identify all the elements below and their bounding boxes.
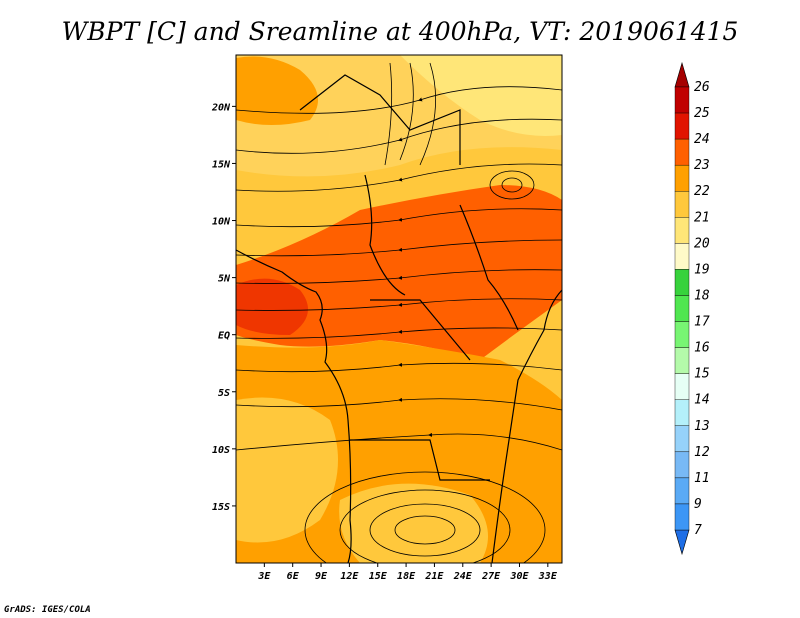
colorbar-label: 17 [694,315,710,330]
y-tick-label: EQ [218,331,230,342]
colorbar-label: 21 [694,210,710,225]
shade-northwest-warm [236,56,318,125]
chart-title: WBPT [C] and Sreamline at 400hPa, VT: 20… [62,17,739,46]
streamline [236,239,562,257]
colorbar-segment [674,503,690,531]
streamlines [236,62,562,563]
border [459,204,519,331]
colorbar-label: 16 [694,341,710,356]
shade-northeast-cool [400,55,562,136]
colorbar-segment [674,138,690,166]
x-tick-label: 18E [397,571,416,582]
streamline [236,362,562,373]
colorbar-label: 9 [694,497,702,512]
streamline [399,62,414,161]
colorbar-label: 14 [694,393,710,408]
shade-equatorial-band [236,185,562,360]
colorbar-label: 20 [694,236,710,251]
streamline [236,269,562,284]
colorbar-segment [674,191,690,218]
x-tick-label: 24E [453,571,473,582]
colorbar-segment [674,477,690,505]
colorbar-segment [674,295,690,322]
colorbar-segment [674,399,690,426]
colorbar-segment [674,451,690,479]
eddy-ring [501,177,523,193]
colorbar-label: 22 [694,184,710,199]
streamline [236,118,562,154]
colorbar-segment [674,243,690,270]
y-tick-label: 15S [212,502,230,513]
anticyclone-ring [339,489,511,563]
colorbar-bottom-arrow [674,529,690,556]
y-tick-label: 10S [212,445,230,456]
x-tick-label: 30E [509,571,529,582]
x-tick-label: 9E [315,571,328,582]
colorbar-label: 25 [694,106,710,121]
y-tick-label: 10N [212,217,231,228]
streamline [419,62,437,166]
coastline [236,249,352,563]
colorbar-label: 15 [694,367,710,382]
colorbar-segment [674,347,690,374]
x-tick-label: 15E [369,571,388,582]
colorbar-segment [674,269,690,296]
credit-text: GrADS: IGES/COLA [4,605,91,615]
shade-warm-core-west [236,278,308,335]
colorbar-segment [674,112,690,140]
colorbar-segment [674,321,690,348]
colorbar: 26 25 24 23 22 21 20 19 18 17 16 15 14 13 12 11 9 7 [674,61,710,556]
border [299,74,461,165]
x-tick-label: 6E [287,571,300,582]
colorbar-segment [674,86,690,114]
y-axis-ticks: 20N 15N 10N 5N EQ 5S 10S 15S [211,102,236,513]
x-tick-label: 33E [538,571,558,582]
streamline [236,163,562,192]
colorbar-label: 18 [694,288,710,303]
anticyclone-ring [304,471,546,563]
colorbar-label: 26 [694,80,710,95]
y-tick-label: 5N [218,274,231,285]
colorbar-segment [674,373,690,400]
streamline [384,62,393,166]
y-tick-label: 15N [212,159,231,170]
streamline [236,208,562,228]
streamline [236,432,562,451]
x-tick-label: 21E [424,571,444,582]
colorbar-label: 12 [694,445,710,460]
colorbar-top-arrow [674,61,690,88]
colorbar-label: 13 [694,419,710,434]
border [364,174,406,296]
colorbar-label: 23 [694,158,710,173]
border [350,439,490,481]
map-panel [235,54,563,564]
streamline [236,298,562,311]
anticyclone-ring [369,503,481,557]
map-frame [235,54,563,564]
anticyclone-ring [394,515,456,545]
colorbar-segment [674,425,690,453]
colorbar-label: 11 [694,471,710,486]
colorbar-segment [674,164,690,192]
x-tick-label: 3E [257,571,271,582]
colorbar-segment [674,217,690,244]
x-axis-ticks: 3E 6E 9E 12E 15E 18E 21E 24E 27E 30E 33E [257,563,558,582]
eddy-ring [489,170,535,200]
shade-south-light [339,483,488,563]
colorbar-label: 7 [694,523,702,538]
borders [236,74,562,563]
shade-southwest-light [236,397,338,543]
streamline [236,327,562,339]
border [370,299,471,361]
colorbar-label: 24 [694,132,710,147]
x-tick-label: 27E [481,571,501,582]
y-tick-label: 5S [218,388,230,399]
coastline-east [491,289,562,563]
colorbar-label: 19 [694,262,710,277]
y-tick-label: 20N [211,102,231,113]
x-tick-label: 12E [340,571,359,582]
streamline [236,397,562,411]
streamline [236,86,562,114]
